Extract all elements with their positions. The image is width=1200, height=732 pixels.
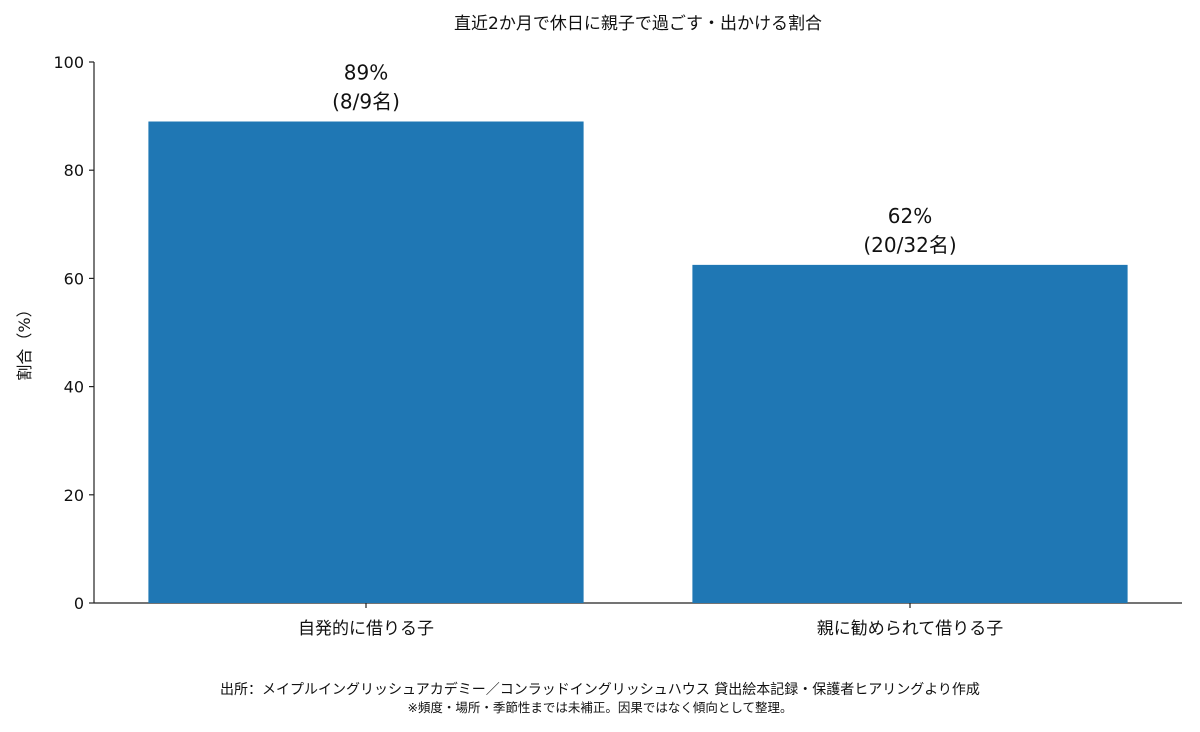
y-tick-label: 0	[74, 594, 84, 613]
y-tick-label: 20	[64, 486, 84, 505]
y-ticks: 0 20 40 60 80 100	[53, 53, 94, 613]
y-tick-label: 40	[64, 378, 84, 397]
y-tick-label: 100	[53, 53, 84, 72]
category-label: 親に勧められて借りる子	[817, 619, 1004, 639]
bar-count-label: (8/9名)	[332, 90, 400, 114]
bar-value-label: 89%	[344, 61, 388, 85]
caveat-note: ※頻度・場所・季節性までは未補正。因果ではなく傾向として整理。	[407, 700, 793, 715]
category-label: 自発的に借りる子	[298, 619, 434, 639]
bar-value-label: 62%	[888, 204, 932, 228]
y-tick-label: 60	[64, 269, 84, 288]
chart-title: 直近2か月で休日に親子で過ごす・出かける割合	[454, 14, 822, 34]
bars: 自発的に借りる子 89% (8/9名) 親に勧められて借りる子 62% (20/32名)	[148, 61, 1128, 639]
source-note: 出所：メイプルイングリッシュアカデミー／コンラッドイングリッシュハウス 貸出絵本…	[220, 682, 980, 698]
y-tick-label: 80	[64, 161, 84, 180]
bar-count-label: (20/32名)	[863, 233, 956, 257]
y-axis-label: 割合（%）	[15, 301, 34, 380]
bar	[692, 264, 1128, 603]
bar	[148, 121, 584, 603]
